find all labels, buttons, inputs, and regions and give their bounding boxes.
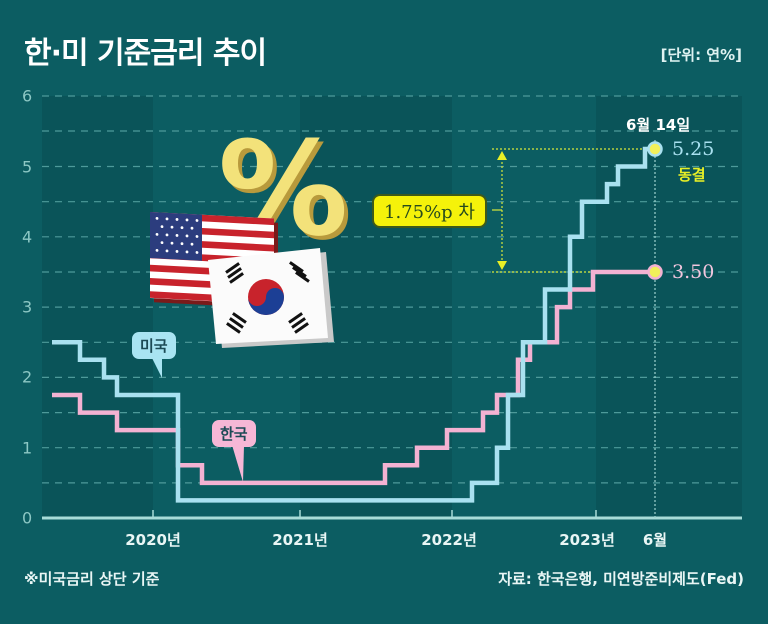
y-tick-6: 6 <box>22 86 33 106</box>
us-callout-pointer <box>150 354 162 378</box>
difference-bracket <box>492 148 655 273</box>
y-tick-0: 0 <box>22 508 33 528</box>
korea-flag-icon <box>208 248 334 348</box>
date-label: 6월 14일 <box>626 116 691 134</box>
x-tick-2022: 2022년 <box>421 531 477 549</box>
y-tick-4: 4 <box>22 227 33 247</box>
x-tick-june: 6월 <box>642 531 668 549</box>
y-tick-1: 1 <box>22 438 33 458</box>
us-end-value: 5.25 <box>672 138 715 160</box>
us-rate-line <box>52 146 655 503</box>
korea-end-value: 3.50 <box>672 261 715 283</box>
x-tick-2021: 2021년 <box>272 531 328 549</box>
x-tick-2020: 2020년 <box>125 531 181 549</box>
korea-rate-line <box>52 269 655 486</box>
unit-label: [단위: 연%] <box>660 46 742 64</box>
y-tick-2: 2 <box>22 367 33 387</box>
y-tick-3: 3 <box>22 297 33 317</box>
x-axis-ticks <box>152 510 597 518</box>
footnote: ※미국금리 상단 기준 <box>24 570 160 588</box>
y-tick-5: 5 <box>22 157 33 176</box>
x-tick-2023: 2023년 <box>559 531 615 549</box>
rate-difference-badge: 1.75%p 차 <box>372 194 487 228</box>
page-title: 한·미 기준금리 추이 <box>24 36 267 71</box>
korea-callout-pointer <box>232 445 244 482</box>
source-credit: 자료: 한국은행, 미연방준비제도(Fed) <box>498 570 744 588</box>
korea-end-dot <box>647 264 663 280</box>
us-series-label: 미국 <box>132 332 176 359</box>
us-status-freeze: 동결 <box>678 166 706 184</box>
us-end-dot <box>647 141 663 157</box>
korea-series-label: 한국 <box>212 420 256 447</box>
